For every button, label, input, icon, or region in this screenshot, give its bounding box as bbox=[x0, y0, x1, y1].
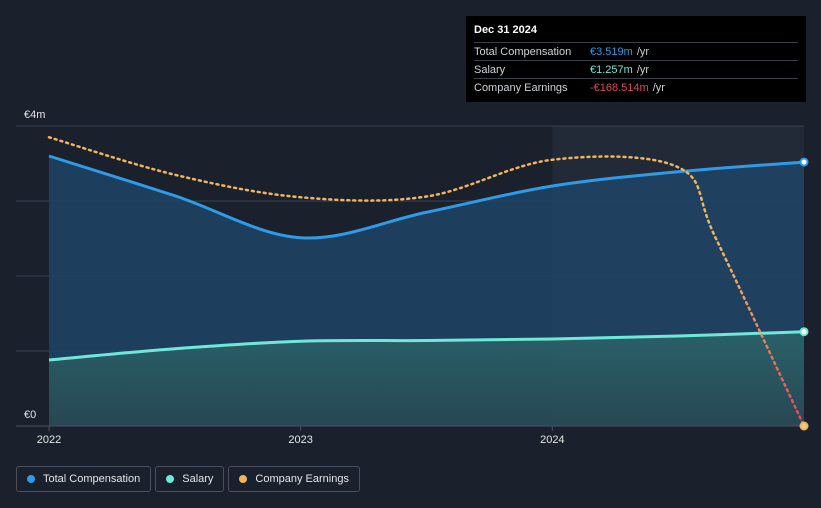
y-axis-bottom-label: €0 bbox=[24, 409, 36, 421]
legend-salary[interactable]: Salary bbox=[155, 466, 225, 492]
legend-label: Salary bbox=[182, 473, 214, 485]
legend-company-earnings[interactable]: Company Earnings bbox=[228, 466, 360, 492]
tooltip: Dec 31 2024 Total Compensation €3.519m /… bbox=[466, 16, 806, 102]
salary-marker bbox=[799, 327, 809, 337]
salary-area bbox=[49, 331, 804, 426]
tooltip-row-total: Total Compensation €3.519m /yr bbox=[474, 42, 798, 60]
legend: Total Compensation Salary Company Earnin… bbox=[16, 466, 360, 492]
end-markers bbox=[799, 157, 809, 431]
tooltip-unit: /yr bbox=[636, 63, 650, 76]
company-earnings-line bbox=[47, 136, 806, 428]
legend-dot-icon bbox=[27, 475, 35, 483]
tooltip-label: Salary bbox=[474, 63, 506, 76]
tooltip-value: €1.257m bbox=[590, 63, 633, 76]
legend-label: Total Compensation bbox=[43, 473, 141, 485]
total-compensation-line bbox=[48, 154, 805, 240]
x-tick-label: 2024 bbox=[540, 434, 564, 446]
tooltip-unit: /yr bbox=[636, 45, 650, 58]
legend-dot-icon bbox=[166, 475, 175, 483]
tooltip-label: Company Earnings bbox=[474, 81, 568, 94]
x-tick-label: 2023 bbox=[288, 434, 312, 446]
tooltip-label: Total Compensation bbox=[474, 45, 572, 58]
tooltip-value: €3.519m bbox=[590, 45, 633, 58]
legend-label: Company Earnings bbox=[255, 473, 349, 485]
salary-line bbox=[48, 330, 805, 362]
tooltip-row-earnings: Company Earnings -€168.514m /yr bbox=[474, 78, 798, 96]
tooltip-row-salary: Salary €1.257m /yr bbox=[474, 60, 798, 78]
tooltip-date: Dec 31 2024 bbox=[474, 24, 537, 36]
x-tick-label: 2022 bbox=[37, 434, 61, 446]
legend-dot-icon bbox=[239, 475, 248, 483]
legend-total-compensation[interactable]: Total Compensation bbox=[16, 466, 152, 492]
tooltip-unit: /yr bbox=[652, 81, 665, 94]
company-earnings-marker bbox=[799, 421, 809, 431]
total-compensation-marker bbox=[799, 157, 809, 167]
tooltip-value: -€168.514m bbox=[590, 81, 649, 94]
x-axis: 2022 2023 2024 bbox=[37, 426, 565, 446]
y-axis-top-label: €4m bbox=[24, 109, 45, 121]
